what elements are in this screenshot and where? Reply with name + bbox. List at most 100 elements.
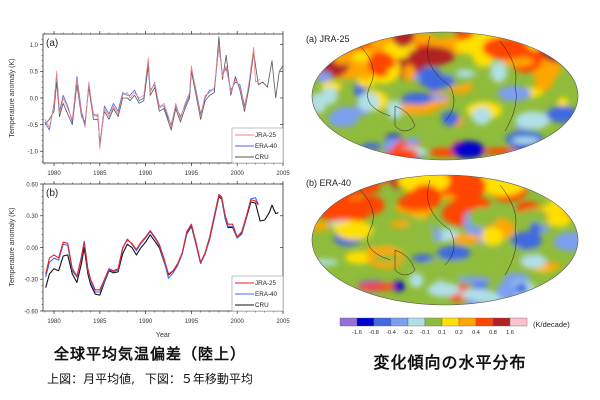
coastline bbox=[359, 179, 517, 276]
trend-region bbox=[407, 233, 435, 247]
trend-region bbox=[344, 198, 370, 222]
trend-region bbox=[384, 147, 419, 160]
trend-region bbox=[437, 245, 471, 261]
trend-region bbox=[450, 259, 466, 279]
trend-region bbox=[387, 67, 401, 78]
trend-region bbox=[540, 38, 570, 63]
trend-region bbox=[441, 110, 459, 127]
trend-region bbox=[407, 46, 455, 67]
trend-region bbox=[405, 137, 421, 145]
trend-region bbox=[511, 137, 540, 144]
trend-region bbox=[391, 281, 406, 292]
trend-region bbox=[455, 32, 474, 41]
legend-label: CRU bbox=[255, 154, 269, 161]
trend-region bbox=[386, 32, 405, 37]
y-tick-label: -0.60 bbox=[24, 309, 38, 315]
map-b-era40 bbox=[312, 175, 578, 305]
x-tick-label: 2000 bbox=[231, 171, 245, 177]
y-tick-label: 0.00 bbox=[26, 246, 38, 252]
trend-region bbox=[357, 282, 396, 291]
left-caption-subtitle: 上図：月平均値, 下図：５年移動平均 bbox=[0, 370, 300, 387]
trend-region bbox=[357, 76, 376, 88]
trend-region bbox=[372, 254, 403, 263]
panel-a-legend: JRA-25 ERA-40 CRU bbox=[231, 127, 284, 164]
left-caption-title: 全球平均気温偏差（陸上） bbox=[53, 345, 246, 363]
trend-region bbox=[401, 92, 433, 105]
trend-region bbox=[411, 254, 436, 263]
legend-label: JRA-25 bbox=[255, 132, 276, 139]
colorbar-swatch bbox=[441, 317, 460, 327]
colorbar-swatch bbox=[424, 317, 443, 327]
panel-b-ylabel: Temperature anomaly (K) bbox=[9, 208, 16, 287]
panel-a-label: (a) bbox=[46, 38, 58, 49]
trend-region bbox=[312, 221, 330, 231]
colorbar-level-label: 1.6 bbox=[506, 330, 514, 336]
series-line-jra-25 bbox=[44, 44, 261, 150]
trend-region bbox=[471, 107, 492, 125]
colorbar-level-label: 0.2 bbox=[455, 330, 463, 336]
colorbar-level-label: -0.1 bbox=[420, 330, 430, 336]
colorbar-swatch bbox=[407, 317, 426, 327]
trend-region bbox=[423, 258, 452, 279]
trend-region bbox=[402, 64, 416, 82]
trend-region bbox=[553, 175, 578, 182]
y-tick-label: -0.30 bbox=[24, 278, 38, 284]
trend-maps-figure: (a) JRA-25 (b) ERA-40 -1.6 -0.8 -0.4 -0.2 -0… bbox=[306, 31, 579, 336]
trend-region bbox=[409, 272, 424, 288]
trend-region bbox=[400, 101, 438, 115]
panel-b-5yr-moving-average: (b) Temperature anomaly (K) Year 0.60 0.3… bbox=[9, 181, 290, 339]
trend-region bbox=[481, 227, 504, 246]
trend-region bbox=[553, 232, 578, 252]
trend-region bbox=[409, 184, 442, 211]
y-tick-label: 0.5 bbox=[30, 70, 39, 76]
trend-region bbox=[451, 140, 485, 159]
right-caption-title: 変化傾向の水平分布 bbox=[373, 353, 527, 372]
trend-region bbox=[534, 70, 554, 91]
x-tick-label: 1985 bbox=[93, 171, 107, 177]
colorbar-level-label: -0.2 bbox=[403, 330, 413, 336]
trend-region bbox=[333, 106, 359, 118]
map-b-label: (b) ERA-40 bbox=[306, 178, 351, 188]
trend-region bbox=[489, 244, 523, 260]
trend-region bbox=[515, 111, 551, 130]
colorbar-swatch bbox=[373, 317, 392, 327]
trend-region bbox=[376, 229, 391, 252]
trend-region bbox=[508, 150, 524, 160]
x-tick-label: 1995 bbox=[185, 319, 199, 325]
trend-region bbox=[331, 45, 353, 65]
trend-region bbox=[360, 175, 397, 184]
trend-region bbox=[529, 222, 541, 237]
x-tick-label: 1990 bbox=[139, 319, 153, 325]
panel-b-label: (b) bbox=[46, 188, 58, 199]
x-tick-label: 1995 bbox=[185, 171, 199, 177]
trend-region bbox=[490, 61, 508, 83]
colorbar-swatch bbox=[339, 317, 358, 327]
colorbar-swatch bbox=[356, 317, 375, 327]
panel-a-ylabel: Temperature anomaly (K) bbox=[9, 59, 16, 138]
trend-region bbox=[452, 233, 481, 245]
trend-region bbox=[546, 213, 571, 228]
trend-region bbox=[357, 92, 380, 112]
trend-region bbox=[497, 85, 532, 102]
trend-region bbox=[496, 282, 517, 300]
colorbar-level-label: -1.6 bbox=[352, 330, 362, 336]
time-series-figure: (a) Temperature anomaly (K) 1.0 0.5 0.0 -0.… bbox=[9, 31, 290, 339]
trend-region bbox=[312, 259, 339, 266]
colorbar-level-label: 0.4 bbox=[472, 330, 480, 336]
caption-lower-desc: 下図：５年移動平均 bbox=[144, 372, 253, 386]
colorbar-swatch bbox=[509, 317, 528, 327]
trend-region bbox=[476, 73, 488, 86]
y-tick-label: 0.60 bbox=[26, 182, 38, 188]
colorbar-swatch bbox=[492, 317, 511, 327]
trend-region bbox=[390, 220, 410, 228]
colorbar-level-label: 0.1 bbox=[438, 330, 446, 336]
trend-region bbox=[478, 175, 527, 197]
colorbar-level-label: 0.8 bbox=[489, 330, 497, 336]
map-b-outline bbox=[311, 174, 579, 306]
trend-region bbox=[519, 208, 548, 224]
colorbar-swatch bbox=[475, 317, 494, 327]
y-tick-label: -0.5 bbox=[28, 123, 39, 129]
legend-label: ERA-40 bbox=[255, 143, 278, 150]
panel-b-xlabel: Year bbox=[156, 332, 171, 339]
colorbar: -1.6 -0.8 -0.4 -0.2 -0.1 0.1 0.2 0.4 0.8 1.6 bbox=[339, 317, 528, 336]
